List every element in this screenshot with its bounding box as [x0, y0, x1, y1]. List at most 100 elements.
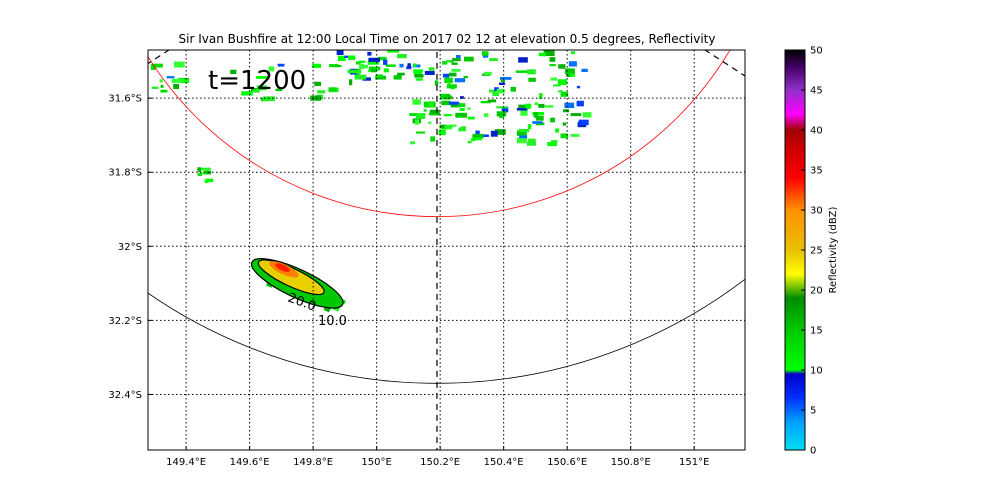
echo-cell: [383, 68, 389, 73]
echo-cell: [558, 90, 563, 93]
y-tick-label: 31.8°S: [108, 168, 142, 179]
echo-cell: [516, 108, 528, 111]
echo-cell: [275, 88, 283, 92]
echo-cell: [444, 125, 453, 129]
echo-cell: [423, 109, 427, 112]
echo-cell: [199, 167, 211, 171]
echo-cell: [570, 133, 580, 137]
echo-cell: [460, 96, 464, 99]
echo-cell: [428, 101, 434, 107]
echo-cell: [569, 73, 576, 77]
echo-cell: [496, 106, 508, 109]
echo-cell: [525, 103, 532, 109]
echo-cell: [412, 64, 421, 68]
echo-cell: [516, 130, 527, 136]
echo-cell: [173, 83, 180, 90]
colorbar-label: Reflectivity (dBZ): [828, 206, 839, 293]
echo-cell: [414, 74, 424, 78]
echo-cell: [361, 64, 369, 69]
echo-cell: [347, 69, 358, 74]
echo-cell: [415, 119, 420, 125]
echo-cell: [438, 129, 446, 136]
echo-cell: [409, 113, 417, 117]
echo-cell: [171, 78, 184, 83]
echo-cell: [475, 130, 480, 135]
echo-cell: [368, 66, 381, 71]
echo-cell: [481, 51, 489, 56]
echo-cell: [518, 128, 530, 133]
colorbar-tick-label: 5: [810, 406, 816, 417]
echo-cell: [446, 60, 453, 63]
echo-cell: [538, 93, 543, 99]
echo-cell: [515, 70, 528, 73]
echo-cell: [560, 133, 568, 139]
echo-cell: [553, 84, 561, 87]
echo-cell: [367, 60, 380, 65]
echo-cell: [317, 90, 326, 94]
echo-cell: [452, 58, 461, 62]
echo-cell: [448, 101, 459, 105]
echo-cell: [451, 69, 461, 72]
echo-cell: [570, 113, 582, 117]
echo-cell: [377, 56, 387, 61]
echo-cell: [428, 112, 441, 116]
echo-cell: [412, 99, 422, 105]
colorbar: 0 5 10 15 20 25 30 35 40 45 50 Reflectivity (dBZ): [784, 46, 839, 457]
x-tick-label: 149.8°E: [293, 457, 333, 468]
x-tick-label: 150.4°E: [484, 457, 524, 468]
echo-cell: [173, 61, 185, 68]
echo-cell: [501, 79, 505, 82]
echo-cell: [549, 63, 556, 67]
echo-cell: [362, 77, 371, 81]
echo-cell: [152, 63, 163, 68]
echo-cell: [528, 138, 536, 145]
echo-cell: [501, 106, 509, 113]
echo-cell: [337, 55, 346, 62]
echo-cell: [494, 129, 506, 135]
echo-cell: [445, 94, 451, 100]
echo-cell: [564, 102, 575, 109]
y-tick-label: 31.6°S: [108, 94, 142, 105]
echo-cell: [557, 79, 567, 86]
colorbar-tick-label: 40: [810, 126, 823, 137]
echo-cell: [494, 87, 499, 92]
echo-cell: [484, 113, 489, 118]
echo-cell: [449, 72, 457, 77]
echo-cell: [516, 137, 527, 144]
echo-cell: [563, 109, 570, 113]
echo-cell: [518, 57, 528, 63]
echo-cell: [458, 127, 466, 132]
echo-cell: [415, 131, 426, 134]
echo-cell: [367, 69, 373, 73]
echo-cell: [160, 89, 168, 93]
echo-cell: [518, 104, 530, 110]
echo-cell: [578, 119, 589, 126]
echo-cell: [160, 84, 164, 88]
echo-cell: [463, 56, 474, 62]
colorbar-tick-label: 0: [810, 446, 816, 457]
echo-cell: [359, 63, 364, 70]
echo-cell: [368, 57, 381, 62]
echo-cell: [198, 172, 207, 175]
echo-cell: [450, 102, 461, 108]
echo-cell: [581, 68, 588, 73]
echo-cell: [356, 69, 361, 75]
echo-cell: [424, 70, 435, 75]
echo-cell: [310, 95, 322, 101]
x-tick-label: 149.4°E: [166, 457, 206, 468]
echo-cell: [535, 116, 544, 121]
echo-cell: [359, 60, 366, 63]
contour-label-10: 10.0: [318, 314, 347, 329]
time-annotation: t=1200: [208, 66, 306, 96]
echo-cell: [499, 115, 505, 119]
echo-cell: [560, 91, 569, 97]
echo-cell: [467, 116, 475, 120]
echo-cell: [483, 71, 492, 75]
colorbar-tick-label: 30: [810, 206, 823, 217]
echo-cell: [532, 121, 543, 124]
echo-cell: [527, 124, 532, 129]
echo-cell: [543, 50, 555, 57]
echo-cell: [159, 79, 163, 83]
echo-cell: [444, 77, 453, 84]
